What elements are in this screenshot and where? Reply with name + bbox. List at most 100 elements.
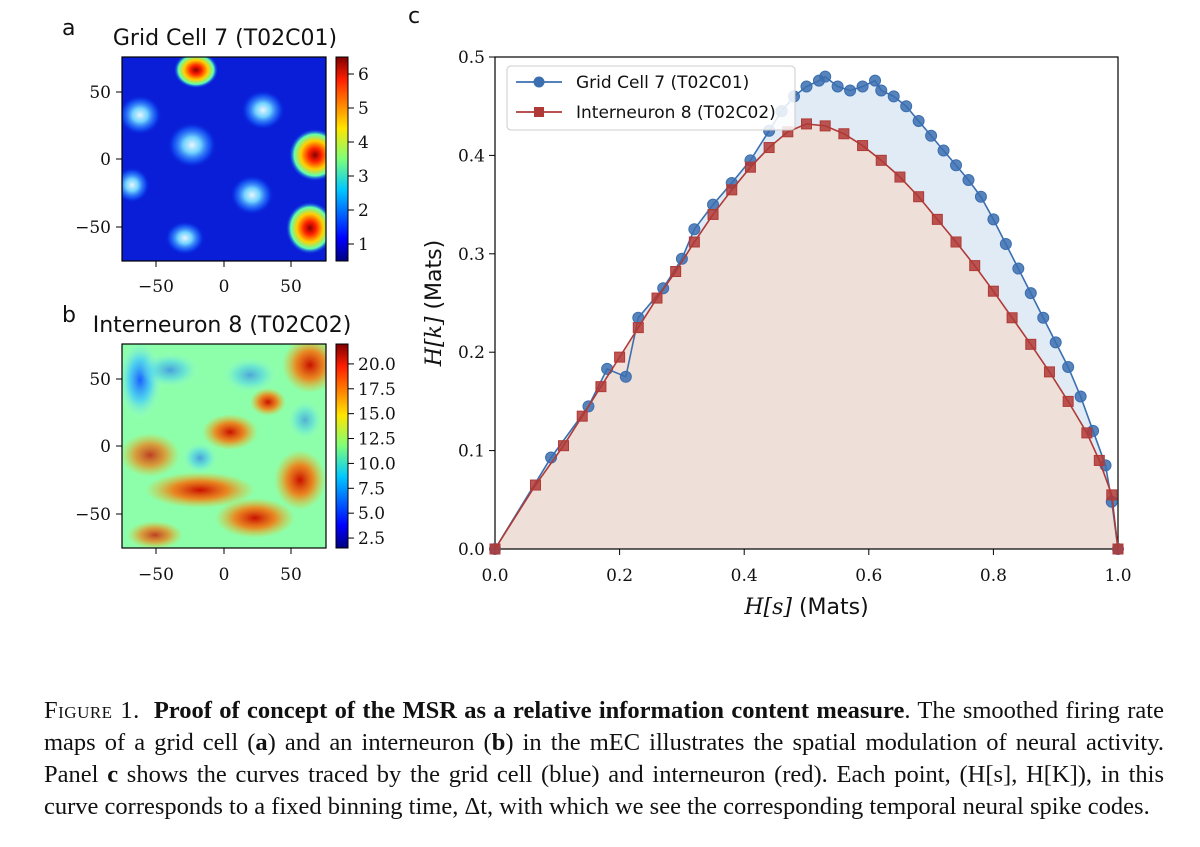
panel-a-ytick: 50 [89, 83, 111, 103]
interneuron-point [987, 285, 999, 297]
grid-cell-point [1037, 311, 1050, 324]
panel-a-ytick: 0 [100, 150, 111, 170]
x-tick-label: 0.0 [481, 566, 508, 586]
interneuron-point [969, 260, 981, 272]
x-tick-label: 0.6 [855, 566, 882, 586]
grid-cell-point [819, 70, 832, 83]
panel-a-colorbar-ticks: 6 5 4 3 2 1 [348, 65, 369, 255]
panel-c-letter: c [408, 4, 420, 29]
interneuron-point [614, 351, 626, 363]
interneuron-point [875, 154, 887, 166]
colorbar-tick-label: 10.0 [358, 454, 396, 474]
interneuron-point [489, 543, 501, 555]
interneuron-point [763, 142, 775, 154]
caption-text-4: shows the curves traced by the grid cell… [44, 761, 1165, 820]
interneuron-point [1106, 489, 1118, 501]
x-axis-label: H[s] (Mats) [743, 595, 868, 620]
panel-b-ytick: 50 [89, 370, 111, 390]
colorbar-tick-label: 7.5 [358, 479, 385, 499]
panel-a-colorbar [335, 56, 349, 262]
interneuron-point [1043, 366, 1055, 378]
panel-a-title: Grid Cell 7 (T02C01) [113, 26, 337, 51]
grid-cell-point [887, 90, 900, 103]
legend-box [506, 65, 796, 131]
y-tick-label: 0.4 [458, 146, 485, 166]
interneuron-point [595, 381, 607, 393]
grid-cell-point [1024, 287, 1037, 300]
panel-b-xtick: −50 [138, 565, 174, 585]
x-tick-label: 1.0 [1104, 566, 1131, 586]
grid-cell-point [619, 370, 632, 383]
caption-ref-a: a [255, 729, 268, 756]
interneuron-point [558, 440, 570, 452]
x-axis-label-var: H[s] [743, 595, 792, 620]
y-axis-label: H[k] (Mats) [422, 240, 447, 367]
interneuron-point [1081, 427, 1093, 439]
interneuron-point [707, 208, 719, 220]
colorbar-tick-label: 6 [358, 65, 369, 85]
colorbar-tick-label: 4 [358, 133, 369, 153]
caption-label: Figure 1. [44, 697, 140, 724]
grid-cell-point [950, 159, 963, 172]
panel-b-xticks: −50 0 50 [138, 548, 302, 585]
x-axis-label-unit: (Mats) [792, 595, 869, 620]
panel-b-xtick: 50 [280, 565, 302, 585]
y-axis-label-unit: (Mats) [422, 240, 447, 317]
colorbar-tick-label: 5.0 [358, 504, 385, 524]
panel-b-xtick: 0 [219, 565, 230, 585]
colorbar-tick-label: 17.5 [358, 380, 396, 400]
grid-cell-point [831, 80, 844, 93]
panel-b-colorbar-ticks: 20.0 17.5 15.0 12.5 10.0 7.5 5.0 2.5 [348, 355, 396, 549]
colorbar-tick-label: 2 [358, 201, 369, 221]
grid-cell-point [844, 84, 857, 97]
interneuron-point [913, 191, 925, 203]
interneuron-point [801, 118, 812, 130]
series-layer [489, 70, 1124, 555]
caption-text-1: . The smoothed firing rate maps of a gri… [44, 697, 1164, 756]
grid-cell-point [987, 213, 1000, 226]
panel-b-title: Interneuron 8 (T02C02) [93, 313, 352, 338]
grid-cell-point [925, 129, 938, 142]
caption-title: Proof of concept of the MSR as a relativ… [153, 697, 905, 724]
legend-marker [534, 107, 544, 117]
caption-ref-b: b [491, 729, 506, 756]
y-axis-label-var: H[k] [422, 316, 447, 367]
interneuron-point [894, 171, 906, 183]
interneuron-point [651, 292, 663, 304]
msr-axes: 0.0 0.2 0.4 0.6 0.8 1.0 0.0 0.1 0.2 0.3 0.4 0.5 H[s]… [422, 48, 1132, 620]
grid-cell-point [912, 114, 925, 127]
y-tick-label: 0.1 [458, 442, 485, 462]
panel-b-letter: b [62, 303, 76, 328]
grid-cell-point [1049, 336, 1062, 349]
interneuron-point [1112, 543, 1124, 555]
x-tick-label: 0.2 [606, 566, 633, 586]
y-tick-label: 0.5 [458, 48, 485, 68]
grid-cell-point [869, 74, 882, 87]
y-tick-label: 0.2 [458, 343, 485, 363]
colorbar-tick-label: 12.5 [358, 430, 396, 450]
area-fills [495, 76, 1118, 550]
panel-a-yticks: 50 0 −50 [75, 83, 122, 238]
colorbar-tick-label: 3 [358, 167, 369, 187]
y-tick-label: 0.0 [458, 540, 485, 560]
panel-b-yticks: 50 0 −50 [75, 370, 122, 525]
interneuron-point [838, 128, 850, 140]
grid-cell-point [937, 144, 950, 157]
grid-cell-point [688, 223, 701, 236]
y-tick-label: 0.3 [458, 245, 485, 265]
interneuron-heatmap [122, 344, 326, 548]
interneuron-point [632, 322, 644, 334]
plot-frame [494, 56, 1119, 550]
grid-cell-point [962, 174, 975, 186]
panel-a-ytick: −50 [75, 218, 111, 238]
interneuron-point [688, 236, 700, 248]
interneuron-point [1062, 395, 1074, 407]
interneuron-point [726, 184, 738, 196]
legend-label: Interneuron 8 (T02C02) [576, 103, 776, 123]
interneuron-point [950, 236, 962, 248]
panel-a-xticks: −50 0 50 [138, 261, 302, 297]
figure-caption: Figure 1. Proof of concept of the MSR as … [44, 695, 1164, 823]
caption-text-3: ) in the mEC illustrates the spatial mod… [44, 729, 1164, 788]
grid-cell-point [974, 190, 987, 203]
series-1-line [494, 123, 1119, 550]
